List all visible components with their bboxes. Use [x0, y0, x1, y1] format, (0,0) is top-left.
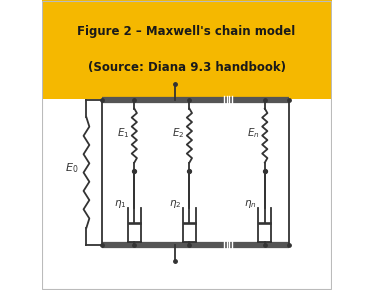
Text: $E_2$: $E_2$ — [172, 126, 184, 139]
Text: $\eta_2$: $\eta_2$ — [169, 198, 181, 210]
Text: Figure 2 – Maxwell's chain model: Figure 2 – Maxwell's chain model — [77, 25, 296, 38]
Text: $E_1$: $E_1$ — [116, 126, 129, 139]
Text: (Source: Diana 9.3 handbook): (Source: Diana 9.3 handbook) — [88, 61, 285, 74]
Text: $E_n$: $E_n$ — [247, 126, 260, 139]
Text: $\eta_n$: $\eta_n$ — [244, 198, 257, 210]
Text: $\eta_1$: $\eta_1$ — [114, 198, 126, 210]
Bar — [41, 0, 332, 99]
Text: $E_0$: $E_0$ — [65, 161, 78, 175]
